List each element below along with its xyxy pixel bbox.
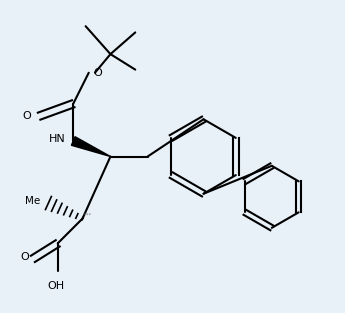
- Text: O: O: [23, 111, 31, 121]
- Text: O: O: [93, 68, 102, 78]
- Text: OH: OH: [48, 280, 65, 290]
- Text: ***: ***: [84, 213, 92, 218]
- Text: HN: HN: [49, 135, 66, 144]
- Text: Me: Me: [26, 197, 41, 207]
- Polygon shape: [71, 137, 110, 156]
- Text: O: O: [21, 252, 30, 262]
